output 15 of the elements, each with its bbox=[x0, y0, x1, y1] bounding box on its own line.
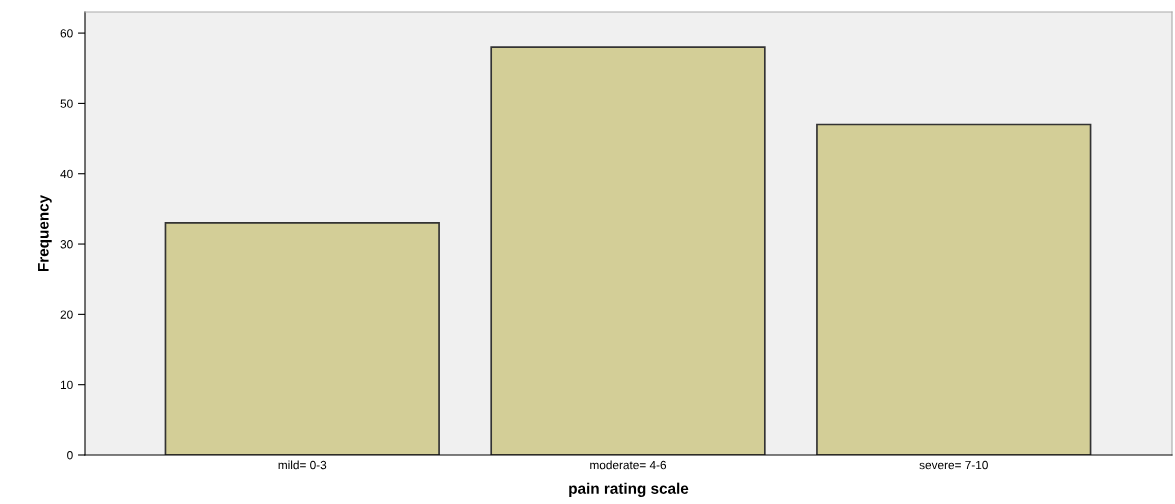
y-tick-label: 60 bbox=[60, 29, 73, 38]
x-axis-title: pain rating scale bbox=[569, 482, 689, 497]
x-tick-label: mild= 0-3 bbox=[278, 460, 327, 470]
y-axis-title: Frequency bbox=[38, 194, 52, 272]
x-tick-label: severe= 7-10 bbox=[919, 460, 988, 470]
y-tick-label: 30 bbox=[60, 240, 73, 249]
y-tick-label: 50 bbox=[60, 99, 73, 108]
x-tick-label: moderate= 4-6 bbox=[590, 460, 667, 470]
y-tick-label: 20 bbox=[60, 310, 73, 319]
bar bbox=[164, 222, 440, 455]
bar bbox=[816, 123, 1092, 455]
bar bbox=[490, 46, 766, 455]
y-tick-label: 0 bbox=[67, 451, 73, 460]
y-tick-label: 10 bbox=[60, 380, 73, 390]
y-tick-label: 40 bbox=[60, 169, 73, 179]
